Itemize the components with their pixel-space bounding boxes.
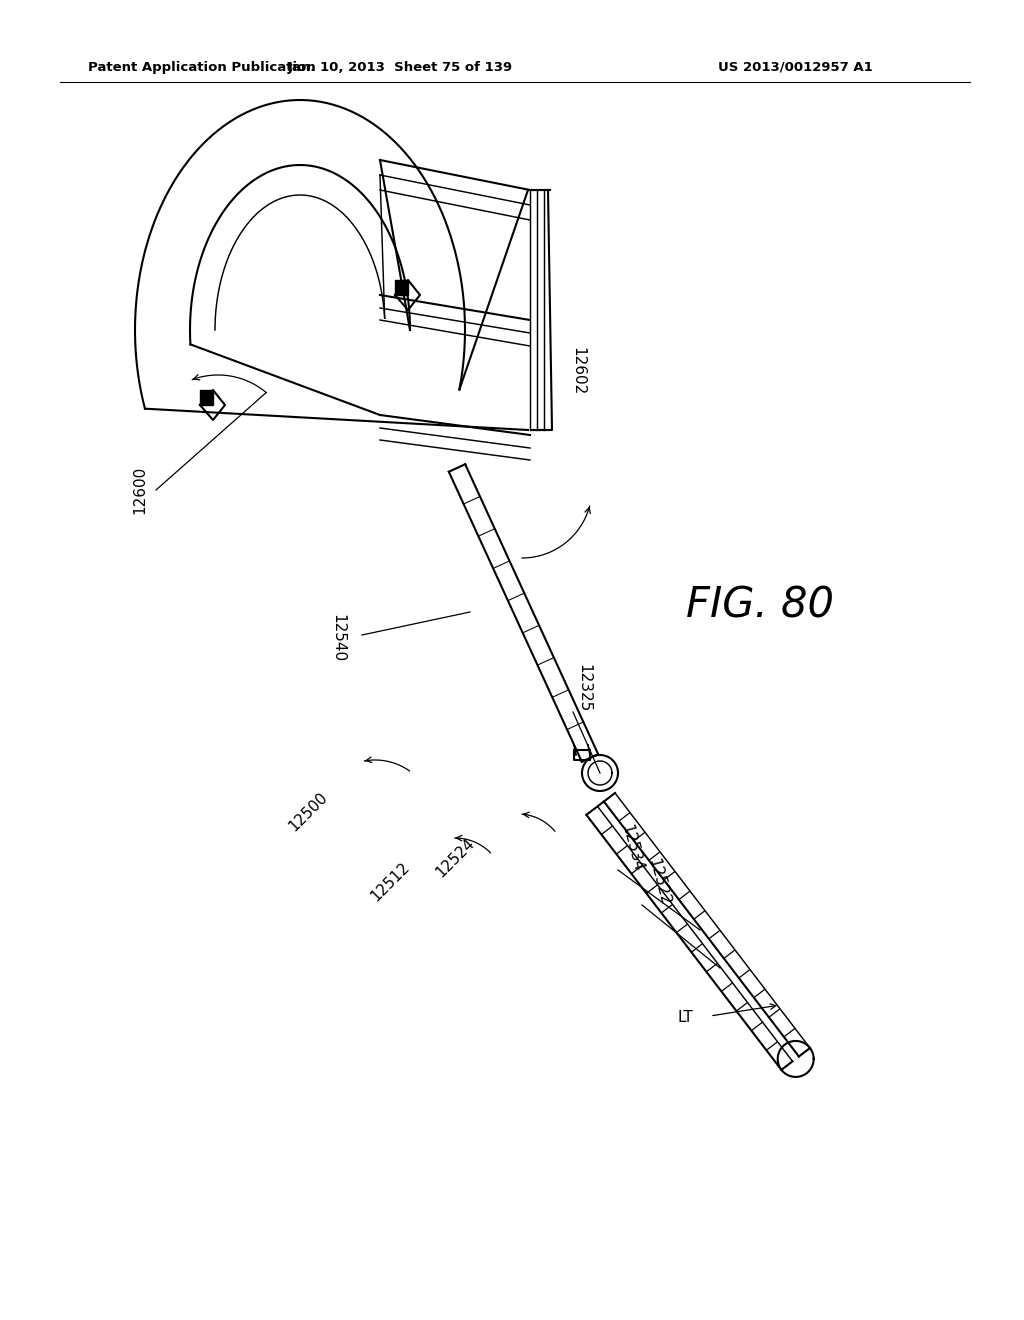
Text: 12534: 12534	[618, 822, 645, 874]
Text: 12512: 12512	[368, 859, 413, 904]
Text: 12325: 12325	[575, 664, 591, 711]
Text: 12602: 12602	[570, 347, 585, 395]
Text: Jan. 10, 2013  Sheet 75 of 139: Jan. 10, 2013 Sheet 75 of 139	[288, 61, 513, 74]
Text: 12522: 12522	[645, 857, 672, 907]
Text: 12540: 12540	[331, 614, 345, 663]
Text: 12600: 12600	[132, 466, 147, 513]
Text: US 2013/0012957 A1: US 2013/0012957 A1	[718, 61, 872, 74]
Text: 12500: 12500	[286, 789, 331, 834]
Polygon shape	[395, 280, 408, 294]
Text: LT: LT	[677, 1011, 693, 1026]
Text: 12524: 12524	[433, 836, 477, 880]
Text: Patent Application Publication: Patent Application Publication	[88, 61, 315, 74]
Polygon shape	[200, 389, 213, 405]
Text: FIG. 80: FIG. 80	[686, 583, 834, 626]
